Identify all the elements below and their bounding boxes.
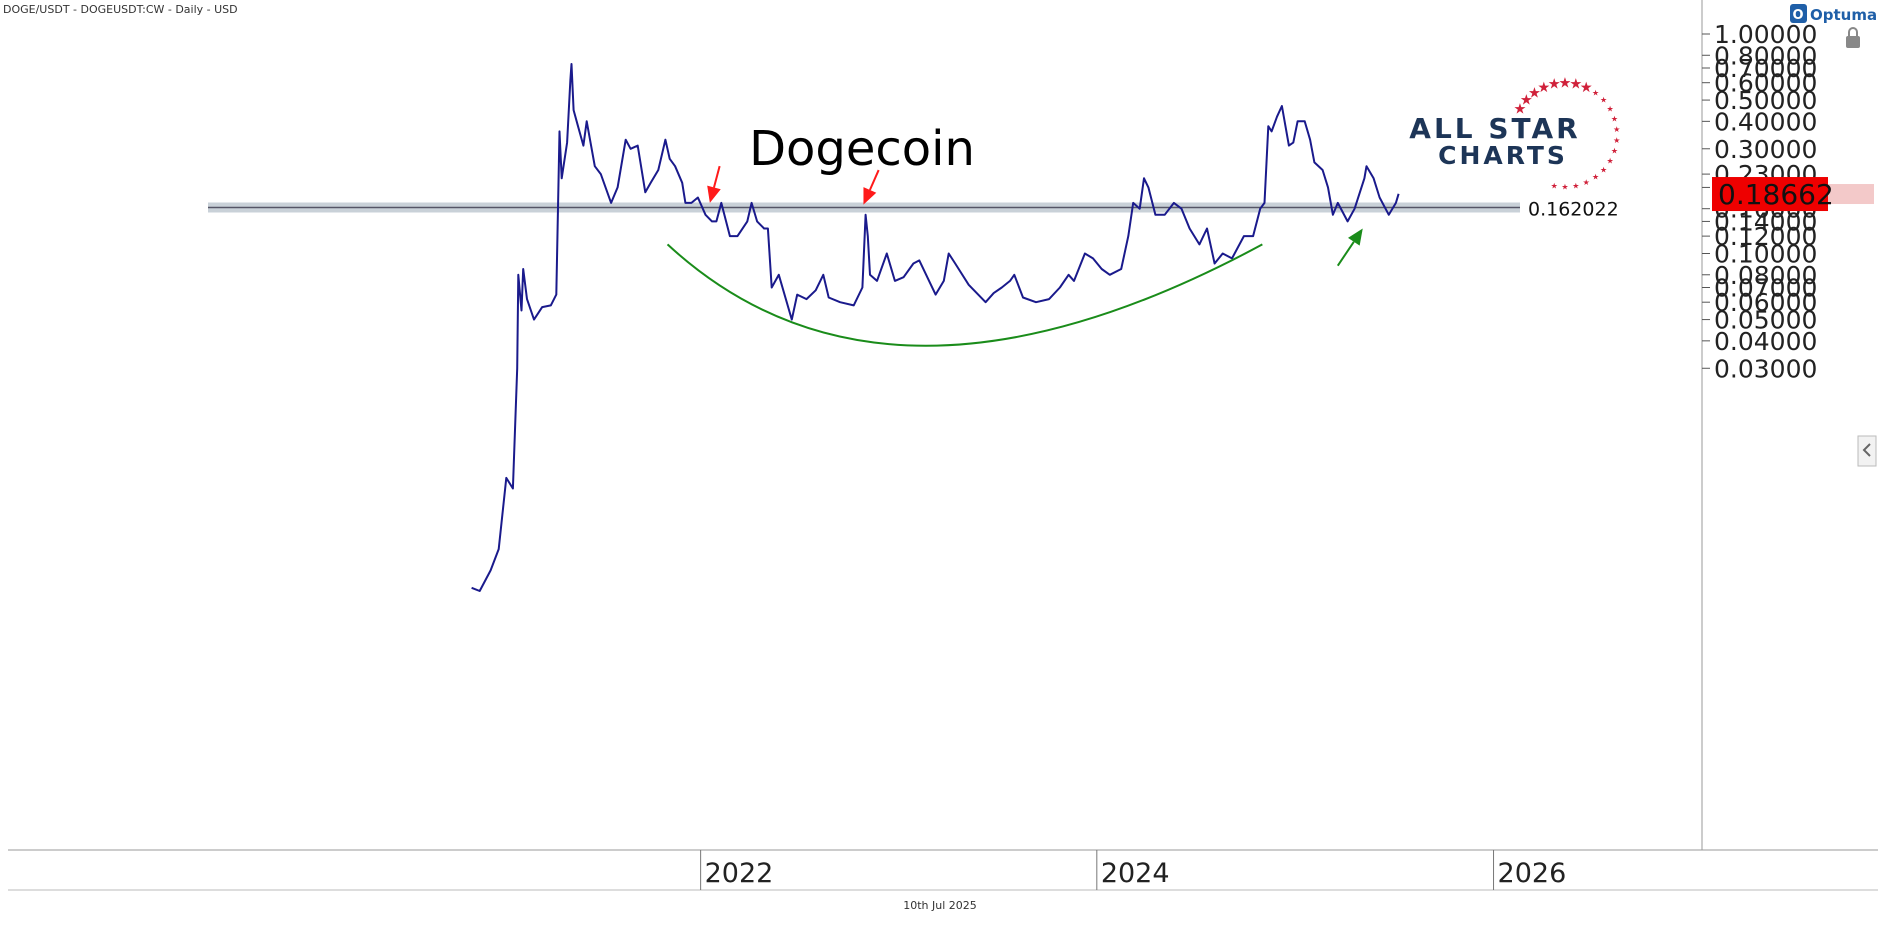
logo-star-11: ★	[1611, 114, 1618, 123]
x-tick-label-1: 2024	[1101, 858, 1170, 889]
chart-title: Dogecoin	[749, 121, 975, 177]
logo-star-10: ★	[1606, 105, 1613, 114]
logo-star-20: ★	[1561, 183, 1568, 192]
annotation-arrowhead-0	[707, 185, 721, 203]
logo-star-7: ★	[1580, 80, 1593, 96]
annotation-arrowhead-1	[863, 187, 877, 205]
y-tick-label-6: 0.30000	[1714, 135, 1817, 164]
y-tick-label-11: 0.12000	[1714, 222, 1817, 251]
logo-star-19: ★	[1572, 181, 1579, 190]
y-tick-label-17: 0.04000	[1714, 327, 1817, 356]
last-price-badge: 0.18662	[1712, 177, 1874, 212]
logo-star-21: ★	[1551, 181, 1558, 190]
logo-star-1: ★	[1520, 93, 1533, 109]
support-level: 0.162022	[208, 198, 1619, 220]
logo-star-8: ★	[1592, 88, 1599, 97]
logo-star-17: ★	[1592, 173, 1599, 182]
annotation-arrow-0	[713, 165, 721, 188]
last-price-label: 0.18662	[1718, 178, 1834, 211]
brand-logo-line2: CHARTS	[1438, 141, 1568, 170]
optuma-logo-icon	[1790, 4, 1807, 23]
lock-icon[interactable]	[1846, 27, 1860, 48]
scroll-arrow-icon[interactable]	[1857, 435, 1877, 467]
y-tick-label-18: 0.03000	[1714, 354, 1817, 383]
y-tick-label-16: 0.05000	[1714, 306, 1817, 335]
y-tick-label-10: 0.14000	[1714, 207, 1817, 236]
x-tick-label-0: 2022	[705, 858, 774, 889]
optuma-logo: O Optuma	[1790, 4, 1877, 24]
logo-star-6: ★	[1569, 77, 1582, 93]
y-tick-label-0: 1.00000	[1714, 20, 1817, 49]
y-tick-label-4: 0.50000	[1714, 86, 1817, 115]
brand-logo: ALL STAR CHARTS ★★★★★★★★ ★★★★★★★★★★★★★★	[1409, 76, 1620, 192]
logo-star-16: ★	[1600, 165, 1607, 174]
y-tick-label-12: 0.10000	[1714, 240, 1817, 269]
logo-star-9: ★	[1600, 96, 1607, 105]
logo-star-2: ★	[1528, 85, 1541, 101]
annotation-arrow-2	[1336, 241, 1355, 267]
time-axis: 2022 2024 2026	[700, 850, 1567, 890]
logo-star-15: ★	[1606, 157, 1613, 166]
logo-star-13: ★	[1613, 136, 1620, 145]
annotation-arc-3	[666, 243, 1263, 347]
brand-logo-stars: ★★★★★★★★ ★★★★★★★★★★★★★★	[1514, 76, 1621, 192]
optuma-label: Optuma	[1810, 6, 1877, 24]
logo-star-14: ★	[1611, 147, 1618, 156]
annotation-arrow-1	[868, 169, 880, 191]
brand-logo-line1: ALL STAR	[1409, 112, 1580, 145]
logo-star-3: ★	[1537, 80, 1550, 96]
last-price-badge-tail	[1828, 184, 1874, 205]
logo-star-18: ★	[1583, 178, 1590, 187]
logo-star-5: ★	[1559, 76, 1572, 92]
price-series	[471, 63, 1400, 592]
y-tick-label-13: 0.08000	[1714, 261, 1817, 290]
logo-star-0: ★	[1514, 102, 1527, 118]
y-tick-label-5: 0.40000	[1714, 107, 1817, 136]
footer-date: 10th Jul 2025	[903, 899, 977, 912]
logo-star-12: ★	[1613, 125, 1620, 134]
support-level-label: 0.162022	[1528, 198, 1619, 220]
y-tick-label-2: 0.70000	[1714, 54, 1817, 83]
y-tick-label-3: 0.60000	[1714, 69, 1817, 98]
y-tick-label-14: 0.07000	[1714, 274, 1817, 303]
logo-star-4: ★	[1548, 77, 1561, 93]
x-tick-label-2: 2026	[1498, 858, 1567, 889]
svg-text:O: O	[1792, 8, 1803, 23]
annotations	[666, 165, 1363, 347]
symbol-header: DOGE/USDT - DOGEUSDT:CW - Daily - USD	[3, 3, 238, 16]
last-price-badge-bg	[1712, 177, 1828, 212]
annotation-arrowhead-2	[1348, 228, 1363, 246]
y-tick-label-1: 0.80000	[1714, 41, 1817, 70]
price-line-0	[471, 63, 1400, 592]
y-tick-label-15: 0.06000	[1714, 288, 1817, 317]
